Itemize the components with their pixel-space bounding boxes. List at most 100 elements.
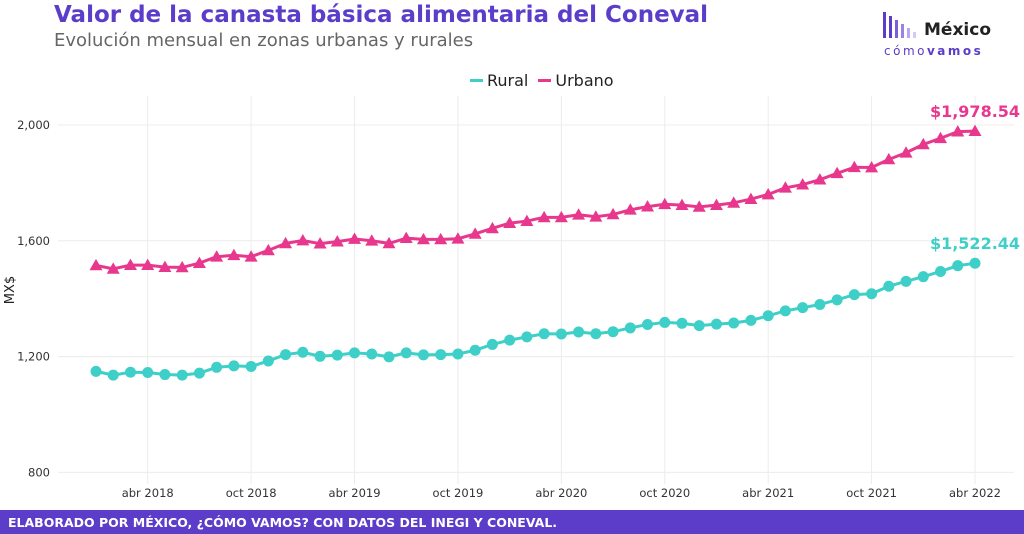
legend-label-urbano: Urbano bbox=[555, 70, 614, 90]
y-axis-label: MX$ bbox=[3, 276, 18, 304]
data-point-urbano bbox=[313, 237, 327, 249]
data-point-rural bbox=[435, 349, 447, 361]
data-point-urbano bbox=[503, 216, 517, 228]
data-point-urbano bbox=[709, 198, 723, 211]
x-tick-label: oct 2020 bbox=[639, 486, 690, 500]
data-point-rural bbox=[297, 346, 309, 358]
data-point-rural bbox=[228, 360, 240, 372]
data-point-urbano bbox=[796, 178, 810, 190]
data-point-urbano bbox=[89, 258, 103, 271]
data-point-urbano bbox=[141, 258, 155, 270]
data-point-rural bbox=[417, 349, 429, 361]
data-point-rural bbox=[469, 344, 481, 356]
data-point-rural bbox=[107, 369, 119, 381]
data-point-rural bbox=[349, 347, 361, 359]
end-value-label-urbano: $1,978.54 bbox=[930, 102, 1020, 121]
data-point-rural bbox=[573, 326, 585, 338]
data-point-urbano bbox=[589, 210, 603, 222]
data-point-rural bbox=[659, 316, 671, 328]
data-point-rural bbox=[848, 289, 860, 301]
data-point-rural bbox=[124, 366, 136, 378]
data-point-urbano bbox=[261, 243, 275, 256]
data-point-rural bbox=[693, 320, 705, 332]
data-point-urbano bbox=[296, 233, 310, 246]
data-point-urbano bbox=[210, 250, 224, 262]
data-point-rural bbox=[624, 322, 636, 334]
data-point-rural bbox=[762, 310, 774, 322]
data-point-urbano bbox=[106, 262, 120, 274]
data-point-rural bbox=[383, 351, 395, 363]
data-point-rural bbox=[710, 318, 722, 330]
legend-swatch-rural bbox=[470, 78, 483, 82]
data-point-urbano bbox=[158, 260, 172, 273]
data-point-urbano bbox=[744, 192, 758, 204]
y-tick-label: 1,600 bbox=[17, 234, 50, 248]
data-point-urbano bbox=[641, 200, 655, 212]
data-point-rural bbox=[280, 349, 292, 361]
data-point-rural bbox=[831, 294, 843, 306]
data-point-rural bbox=[193, 367, 205, 379]
x-tick-label: abr 2022 bbox=[949, 486, 1001, 500]
data-point-urbano bbox=[968, 124, 982, 137]
x-tick-label: abr 2020 bbox=[535, 486, 587, 500]
data-point-urbano bbox=[416, 232, 430, 245]
data-point-rural bbox=[555, 328, 567, 340]
x-tick-label: oct 2019 bbox=[433, 486, 484, 500]
data-point-urbano bbox=[520, 214, 534, 226]
legend-label-rural: Rural bbox=[487, 70, 529, 90]
logo-tag-bold: vamos bbox=[926, 44, 984, 58]
data-point-urbano bbox=[554, 210, 568, 223]
logo-tagline: cómovamos bbox=[884, 44, 983, 58]
data-point-rural bbox=[952, 260, 964, 272]
data-point-rural bbox=[366, 348, 378, 360]
x-tick-label: abr 2018 bbox=[122, 486, 174, 500]
data-point-urbano bbox=[916, 137, 930, 150]
data-point-rural bbox=[779, 305, 791, 317]
x-tick-label: abr 2021 bbox=[742, 486, 794, 500]
data-point-rural bbox=[159, 369, 171, 381]
logo-word: México bbox=[924, 20, 991, 40]
data-point-rural bbox=[486, 338, 498, 350]
data-point-rural bbox=[400, 347, 412, 359]
data-point-urbano bbox=[813, 173, 827, 185]
data-point-urbano bbox=[882, 152, 896, 165]
data-point-rural bbox=[314, 350, 326, 362]
data-point-urbano bbox=[451, 232, 465, 244]
data-point-urbano bbox=[572, 208, 586, 220]
data-point-urbano bbox=[330, 235, 344, 247]
data-point-urbano bbox=[434, 232, 448, 245]
data-point-urbano bbox=[675, 198, 689, 211]
data-point-rural bbox=[917, 271, 929, 283]
source-footer: ELABORADO POR MÉXICO, ¿CÓMO VAMOS? CON D… bbox=[0, 510, 1024, 534]
chart-title: Valor de la canasta básica alimentaria d… bbox=[54, 2, 709, 28]
data-point-rural bbox=[590, 328, 602, 340]
data-point-urbano bbox=[951, 125, 965, 137]
data-point-urbano bbox=[382, 236, 396, 249]
line-chart: abr 2018 oct 2018 abr 2019 oct 2019 abr 2020… bbox=[3, 96, 1020, 500]
data-point-urbano bbox=[279, 236, 293, 249]
data-point-urbano bbox=[175, 260, 189, 273]
series-line-rural bbox=[95, 261, 976, 377]
data-point-urbano bbox=[244, 250, 258, 262]
data-point-rural bbox=[521, 331, 533, 343]
data-point-rural bbox=[262, 355, 274, 367]
logo-tag-light: cómo bbox=[884, 44, 927, 58]
data-point-rural bbox=[969, 257, 981, 269]
data-point-rural bbox=[797, 302, 809, 314]
chart-legend: Rural Urbano bbox=[470, 70, 614, 90]
legend-item-rural: Rural bbox=[470, 71, 528, 90]
data-point-urbano bbox=[399, 231, 413, 244]
data-point-rural bbox=[935, 265, 947, 277]
data-point-urbano bbox=[123, 258, 137, 270]
y-tick-label: 1,200 bbox=[17, 350, 50, 364]
data-point-urbano bbox=[692, 200, 706, 212]
data-point-rural bbox=[883, 280, 895, 292]
data-point-rural bbox=[245, 360, 257, 372]
x-tick-label: oct 2018 bbox=[226, 486, 277, 500]
mexico-como-vamos-logo: México cómovamos bbox=[882, 6, 1012, 62]
data-point-urbano bbox=[899, 146, 913, 158]
data-point-rural bbox=[331, 349, 343, 361]
x-tick-label: abr 2019 bbox=[329, 486, 381, 500]
data-point-rural bbox=[176, 369, 188, 381]
chart-subtitle: Evolución mensual en zonas urbanas y rur… bbox=[54, 30, 474, 51]
